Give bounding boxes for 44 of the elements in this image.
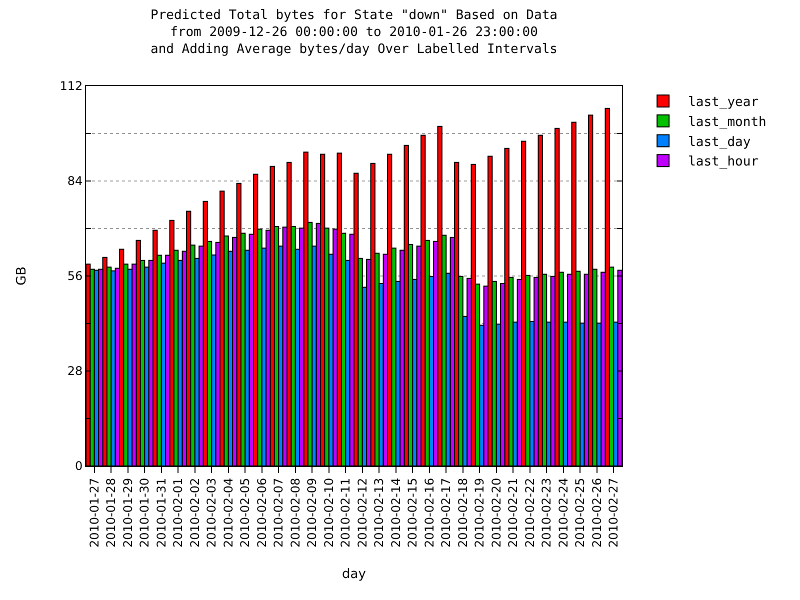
- x-tick-label: 2010-02-11: [338, 478, 353, 548]
- x-tick-label: 2010-02-23: [540, 478, 554, 548]
- chart-title: Predicted Total bytes for State "down" Based on Data from 2009-12-26 00:00:00 to 2010-01-26 23:00:00 and Adding Average bytes/day Over Labelled Intervals: [150, 8, 558, 57]
- legend-label: last_month: [688, 114, 766, 130]
- x-tick-label: 2010-01-31: [154, 478, 168, 548]
- x-tick-label: 2010-02-25: [573, 478, 588, 548]
- x-tick-label: 2010-02-13: [372, 478, 386, 548]
- x-tick-label: 2010-02-21: [506, 478, 520, 548]
- x-tick-label: 2010-02-17: [439, 478, 454, 548]
- x-tick-label: 2010-02-06: [254, 478, 269, 548]
- x-tick-label: 2010-02-07: [272, 478, 286, 548]
- legend-label: last_year: [688, 95, 759, 110]
- y-tick-label: 28: [67, 364, 83, 378]
- x-tick-label: 2010-02-10: [322, 478, 336, 548]
- x-tick-label: 2010-02-22: [522, 478, 537, 548]
- x-tick-label: 2010-01-30: [138, 478, 152, 548]
- x-tick-label: 2010-02-12: [355, 478, 370, 548]
- y-tick-label: 0: [74, 459, 83, 474]
- x-tick-label: 2010-02-02: [188, 478, 202, 548]
- x-tick-label: 2010-02-18: [456, 478, 470, 548]
- x-tick-label: 2010-01-28: [104, 478, 118, 548]
- x-tick-label: 2010-02-05: [238, 478, 252, 548]
- x-tick-label: 2010-02-27: [606, 478, 621, 548]
- y-tick-label: 112: [60, 79, 83, 94]
- x-tick-label: 2010-02-03: [204, 478, 219, 548]
- x-tick-label: 2010-02-19: [472, 478, 487, 548]
- x-axis-title: day: [342, 567, 366, 582]
- x-tick-label: 2010-02-14: [388, 478, 403, 548]
- x-tick-label: 2010-02-26: [590, 478, 604, 548]
- y-tick-label: 84: [67, 174, 83, 188]
- y-axis-title: GB: [14, 266, 30, 286]
- legend-label: last_hour: [688, 154, 759, 170]
- x-tick-label: 2010-02-15: [406, 478, 420, 548]
- x-tick-label: 2010-02-16: [422, 478, 436, 548]
- x-tick-label: 2010-02-24: [556, 478, 570, 548]
- x-tick-label: 2010-02-08: [288, 478, 302, 548]
- y-tick-label: 56: [67, 269, 83, 284]
- x-tick-label: 2010-02-20: [489, 478, 504, 548]
- x-tick-label: 2010-01-27: [87, 478, 102, 548]
- x-tick-label: 2010-02-09: [305, 478, 320, 548]
- legend-label: last_day: [688, 134, 751, 150]
- x-tick-label: 2010-02-01: [171, 478, 186, 548]
- x-tick-label: 2010-02-04: [221, 478, 236, 548]
- x-tick-label: 2010-01-29: [120, 478, 135, 548]
